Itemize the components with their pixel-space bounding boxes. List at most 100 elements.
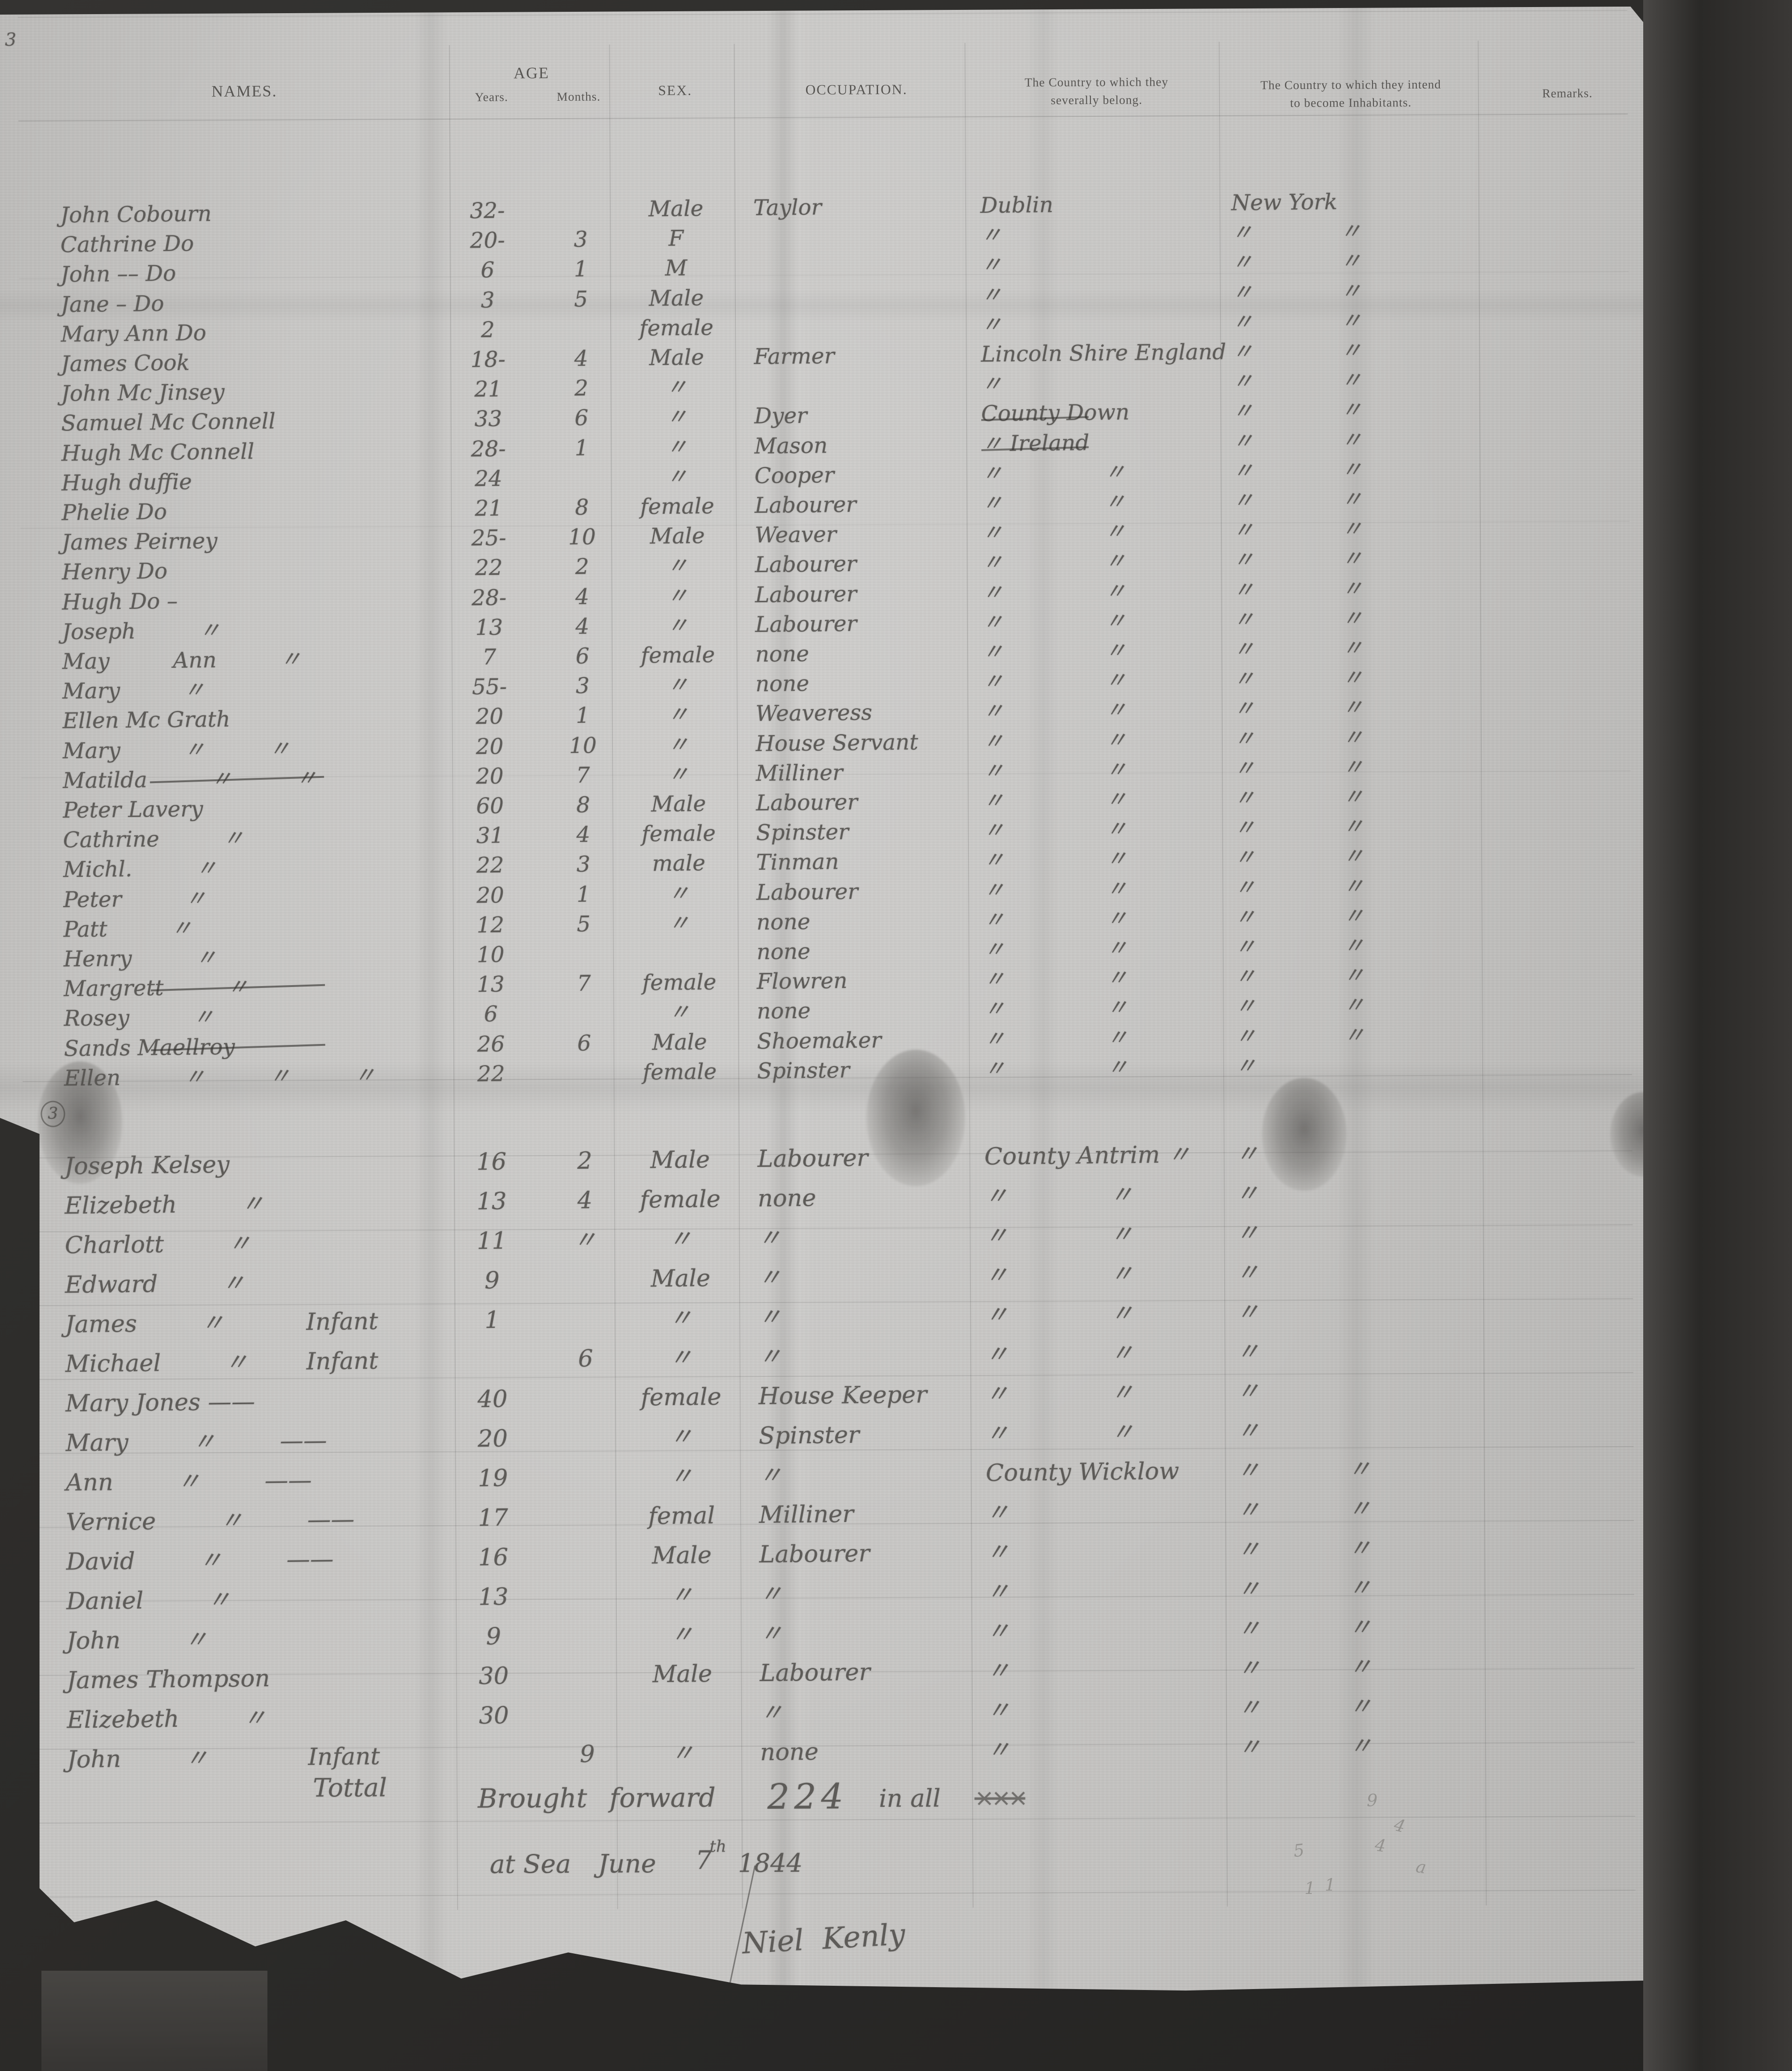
column-header-age-months: Months. bbox=[557, 89, 601, 104]
occupation-value: Spinster bbox=[757, 1057, 850, 1084]
occupation-value: 〃 bbox=[758, 1343, 782, 1371]
sex-value: female bbox=[639, 314, 714, 341]
age-months-value: 3 bbox=[573, 226, 588, 252]
age-years-value: 13 bbox=[475, 614, 503, 640]
remark-value bbox=[1497, 1489, 1639, 1490]
age-years-value: 22 bbox=[477, 1060, 505, 1087]
age-years-value: 13 bbox=[478, 1583, 509, 1611]
age-years-value: 25- bbox=[471, 525, 507, 551]
age-months-value: 9 bbox=[580, 1740, 595, 1768]
infant-notation: Infant bbox=[308, 1742, 380, 1771]
sex-value: Male bbox=[649, 344, 704, 371]
sex-value: 〃 bbox=[667, 701, 689, 728]
passenger-name: Elizebeth 〃 bbox=[64, 1189, 265, 1220]
dateline-at-sea: at Sea bbox=[490, 1849, 571, 1879]
age-years-value: 21 bbox=[474, 376, 502, 402]
remark-value bbox=[1496, 1331, 1638, 1332]
sex-value: Male bbox=[651, 791, 706, 817]
age-years-value: 30 bbox=[478, 1662, 509, 1690]
age-months-value bbox=[551, 1539, 622, 1540]
brought-forward-label: Brought forward bbox=[477, 1782, 716, 1814]
age-months-value: 8 bbox=[576, 792, 590, 818]
sex-value: 〃 bbox=[668, 880, 690, 906]
age-years-value: 22 bbox=[476, 852, 504, 878]
country-intend-value: 〃 〃 bbox=[1237, 1574, 1372, 1603]
column-header-intend-line1: The Country to which they intend bbox=[1260, 77, 1441, 92]
passenger-name: Daniel 〃 bbox=[66, 1586, 231, 1615]
age-months-value bbox=[552, 1698, 622, 1699]
row-rule bbox=[18, 113, 1628, 121]
age-months-value: 10 bbox=[568, 524, 596, 550]
occupation-value: 〃 bbox=[759, 1580, 783, 1608]
age-months-value: 2 bbox=[575, 554, 589, 580]
pencil-mark: 4 bbox=[1373, 1835, 1387, 1856]
age-months-value: 1 bbox=[573, 256, 588, 282]
sex-value: 〃 bbox=[668, 1225, 693, 1253]
age-months-value bbox=[549, 996, 619, 997]
sex-value: 〃 bbox=[666, 552, 689, 579]
country-intend-value: 〃 〃 bbox=[1236, 1455, 1372, 1484]
sex-value: Male bbox=[650, 523, 705, 549]
remark-value bbox=[1496, 1173, 1637, 1174]
country-intend-value: 〃 〃 bbox=[1237, 1692, 1373, 1722]
row-rule bbox=[18, 10, 1628, 18]
sex-value: Male bbox=[652, 1541, 712, 1569]
sex-value: M bbox=[665, 255, 687, 281]
sex-value: Male bbox=[652, 1028, 707, 1055]
country-belong-value: 〃 〃 bbox=[984, 1054, 1129, 1081]
age-years-value: 16 bbox=[476, 1148, 507, 1176]
age-months-value: 1 bbox=[576, 881, 591, 907]
age-months-value: 4 bbox=[574, 345, 589, 372]
occupation-value: House Keeper bbox=[758, 1381, 928, 1410]
passenger-name: James Thompson bbox=[66, 1664, 270, 1694]
country-intend-value: 〃 〃 bbox=[1237, 1613, 1372, 1642]
age-months-value: 3 bbox=[575, 672, 590, 699]
column-header-remarks: Remarks. bbox=[1542, 86, 1593, 100]
age-years-value: 26 bbox=[477, 1031, 505, 1057]
column-header-occupation: OCCUPATION. bbox=[805, 81, 908, 98]
book-gutter-shadow bbox=[1643, 0, 1792, 2071]
age-months-value: 4 bbox=[575, 613, 589, 639]
age-years-value: 28- bbox=[470, 436, 506, 461]
age-months-value bbox=[550, 1460, 621, 1461]
country-intend-value: 〃 bbox=[1235, 1258, 1260, 1286]
age-months-value: 5 bbox=[576, 911, 591, 937]
age-months-value: 4 bbox=[575, 583, 589, 609]
age-years-value: 3 bbox=[480, 287, 495, 313]
country-intend-value: 〃 〃 bbox=[1237, 1653, 1372, 1682]
remark-value bbox=[1498, 1687, 1639, 1688]
age-years-value: 20 bbox=[476, 733, 504, 759]
age-years-value: 13 bbox=[476, 971, 505, 997]
country-belong-value: 〃 〃 bbox=[985, 1339, 1134, 1368]
age-years-value: 20 bbox=[476, 704, 504, 729]
sex-value: 〃 bbox=[667, 761, 690, 787]
passenger-table-body: John Cobourn 32- Male Taylor Dublin New … bbox=[0, 7, 1646, 1773]
sex-value: female bbox=[641, 820, 716, 847]
occupation-value: none bbox=[760, 1738, 819, 1766]
passenger-name: Elizebeth 〃 bbox=[66, 1704, 267, 1734]
age-months-value bbox=[551, 1618, 622, 1619]
age-years-value: 9 bbox=[484, 1266, 500, 1294]
sex-value: 〃 bbox=[670, 1581, 694, 1609]
country-belong-value: 〃 bbox=[986, 1578, 1010, 1605]
sex-value: 〃 bbox=[666, 463, 688, 489]
country-intend-value: 〃 bbox=[1235, 1140, 1259, 1168]
struck-scribble: ××× bbox=[974, 1784, 1025, 1812]
dateline-year: 1844 bbox=[738, 1848, 803, 1878]
passenger-name: James 〃 bbox=[65, 1309, 225, 1338]
remark-value bbox=[1495, 1133, 1637, 1134]
age-months-value bbox=[550, 1262, 621, 1263]
age-years-value: 16 bbox=[478, 1543, 509, 1571]
sex-value: 〃 bbox=[670, 1620, 694, 1648]
sex-value: female bbox=[642, 969, 717, 995]
country-belong-value: County Wicklow bbox=[985, 1457, 1179, 1487]
column-header-intend-line2: to become Inhabitants. bbox=[1290, 96, 1412, 110]
remark-value bbox=[1498, 1608, 1639, 1609]
age-years-value: 2 bbox=[481, 316, 495, 342]
age-years-value: 20- bbox=[469, 227, 505, 253]
age-years-value: 40 bbox=[477, 1385, 508, 1413]
age-months-value: 4 bbox=[576, 821, 590, 848]
sex-value: male bbox=[652, 850, 706, 876]
age-years-value: 13 bbox=[476, 1187, 507, 1215]
country-belong-value: 〃 bbox=[986, 1736, 1011, 1764]
